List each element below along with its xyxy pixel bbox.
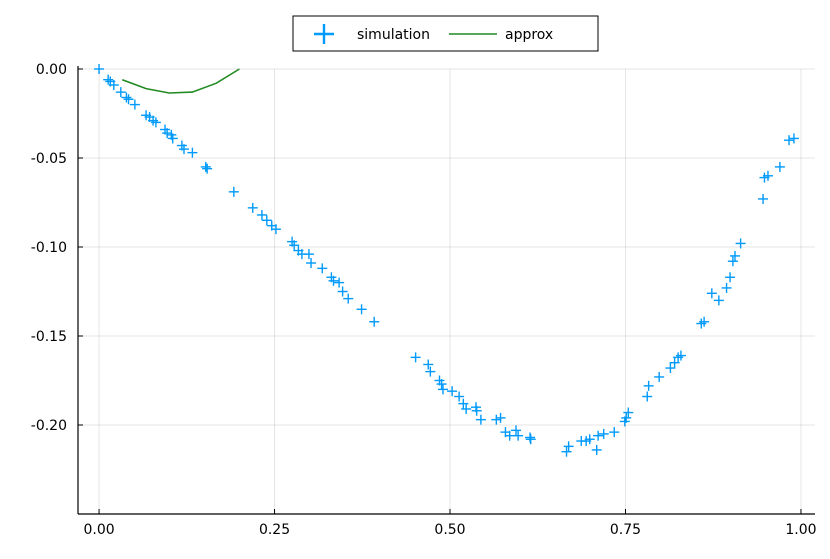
scatter-point-simulation xyxy=(642,391,653,402)
series-line-approx xyxy=(121,68,240,94)
scatter-point-simulation xyxy=(437,384,448,395)
scatter-point-simulation xyxy=(423,359,434,370)
scatter-point-simulation xyxy=(513,430,524,441)
scatter-point-simulation xyxy=(167,133,178,144)
scatter-point-simulation xyxy=(115,87,126,98)
grid-layer xyxy=(78,68,815,514)
scatter-point-simulation xyxy=(410,352,421,363)
scatter-point-simulation xyxy=(247,202,258,213)
scatter-point-simulation xyxy=(369,316,380,327)
x-tick-label: 0.50 xyxy=(434,522,465,538)
scatter-point-simulation xyxy=(121,92,132,103)
legend-label-simulation: simulation xyxy=(357,27,430,43)
scatter-point-simulation xyxy=(447,386,458,397)
scatter-point-simulation xyxy=(343,293,354,304)
scatter-point-simulation xyxy=(334,277,345,288)
scatter-point-simulation xyxy=(337,286,348,297)
y-tick-label: -0.15 xyxy=(31,329,67,345)
scatter-point-simulation xyxy=(504,430,515,441)
x-tick-label: 0.75 xyxy=(610,522,641,538)
legend-box xyxy=(292,15,599,52)
scatter-point-simulation xyxy=(356,304,367,315)
scatter-point-simulation xyxy=(609,427,620,438)
legend-label-approx: approx xyxy=(505,27,553,43)
scatter-point-simulation xyxy=(510,425,521,436)
scatter-point-simulation xyxy=(123,94,134,105)
y-tick-label: -0.05 xyxy=(31,151,67,167)
legend: simulation approx xyxy=(292,15,599,52)
scatter-point-simulation xyxy=(525,434,536,445)
scatter-point-simulation xyxy=(289,240,300,251)
scatter-point-simulation xyxy=(706,288,717,299)
scatter-point-simulation xyxy=(306,258,317,269)
scatter-point-simulation xyxy=(721,282,732,293)
scatter-point-simulation xyxy=(328,275,339,286)
scatter-point-simulation xyxy=(187,147,198,158)
legend-marker-simulation xyxy=(314,24,334,44)
scatter-point-simulation xyxy=(593,430,604,441)
series-layer xyxy=(94,64,799,457)
scatter-point-simulation xyxy=(129,99,140,110)
scatter-point-simulation xyxy=(584,434,595,445)
scatter-point-simulation xyxy=(669,357,680,368)
scatter-point-simulation xyxy=(202,163,213,174)
scatter-point-simulation xyxy=(103,74,114,85)
scatter-point-simulation xyxy=(598,428,609,439)
scatter-point-simulation xyxy=(461,403,472,414)
scatter-point-simulation xyxy=(788,133,799,144)
x-tick-label: 0.00 xyxy=(83,522,114,538)
scatter-point-simulation xyxy=(563,441,574,452)
scatter-point-simulation xyxy=(491,414,502,425)
scatter-point-simulation xyxy=(317,263,328,274)
scatter-point-simulation xyxy=(454,391,465,402)
scatter-point-simulation xyxy=(162,128,173,139)
scatter-point-simulation xyxy=(256,209,267,220)
y-tick-label: 0.00 xyxy=(36,62,67,78)
scatter-point-simulation xyxy=(591,444,602,455)
scatter-point-simulation xyxy=(228,186,239,197)
scatter-point-simulation xyxy=(561,446,572,457)
scatter-point-simulation xyxy=(699,316,710,327)
scatter-point-simulation xyxy=(458,398,469,409)
scatter-point-simulation xyxy=(425,366,436,377)
scatter-point-simulation xyxy=(475,414,486,425)
scatter-point-simulation xyxy=(94,64,105,74)
scatter-point-simulation xyxy=(178,144,189,155)
y-tick-label: -0.10 xyxy=(31,240,67,256)
scatter-point-simulation xyxy=(762,170,773,181)
scatter-point-simulation xyxy=(643,380,654,391)
scatter-point-simulation xyxy=(713,295,724,306)
scatter-point-simulation xyxy=(725,272,736,283)
scatter-point-simulation xyxy=(270,224,281,235)
scatter-point-simulation xyxy=(108,80,119,91)
scatter-point-simulation xyxy=(665,363,676,374)
y-tick-label: -0.20 xyxy=(31,418,67,434)
scatter-point-simulation xyxy=(623,407,634,418)
scatter-point-simulation xyxy=(784,135,795,146)
scatter-point-simulation xyxy=(675,350,686,361)
scatter-point-simulation xyxy=(436,379,447,390)
scatter-point-simulation xyxy=(621,412,632,423)
scatter-point-simulation xyxy=(525,432,536,443)
scatter-point-simulation xyxy=(200,161,211,172)
scatter-point-simulation xyxy=(758,193,769,204)
scatter-point-simulation xyxy=(471,405,482,416)
scatter-point-simulation xyxy=(654,371,665,382)
scatter-point-simulation xyxy=(735,238,746,249)
tick-layer: 0.00 0.25 0.50 0.75 1.00 0.00 -0.05 -0.10 -0.15 -… xyxy=(31,62,817,538)
scatter-point-simulation xyxy=(774,161,785,172)
x-tick-label: 1.00 xyxy=(785,522,816,538)
scatter-point-simulation xyxy=(495,412,506,423)
scatter-point-simulation xyxy=(303,249,314,260)
x-tick-label: 0.25 xyxy=(259,522,290,538)
scatter-point-simulation xyxy=(261,215,272,226)
scatter-point-simulation xyxy=(729,250,740,261)
scatter-point-simulation xyxy=(727,256,738,267)
axis-layer xyxy=(77,66,815,515)
scatter-point-simulation xyxy=(150,117,161,128)
